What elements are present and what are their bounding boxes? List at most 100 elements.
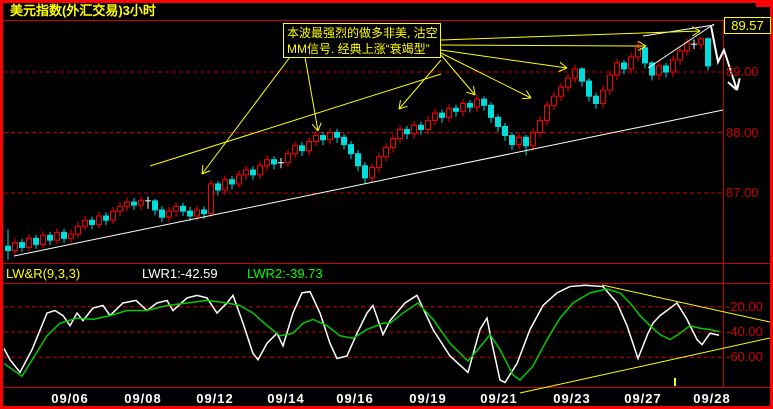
price-level-label: 88.00 <box>726 124 759 140</box>
projection-down-arrow <box>736 78 741 91</box>
candle-body <box>404 128 410 135</box>
trendline <box>13 109 724 257</box>
candle-body <box>117 205 123 212</box>
candle-body <box>390 138 396 149</box>
indicator-wedge-upper <box>601 284 771 323</box>
candle-body <box>628 56 634 70</box>
time-axis-label[interactable]: 09/16 <box>336 391 374 406</box>
candle-body <box>383 147 389 158</box>
wedge-upper-line <box>642 24 715 37</box>
candle-body <box>411 124 417 135</box>
price-level-label: 87.00 <box>726 185 759 200</box>
candle-body <box>397 128 403 140</box>
candle-body <box>558 86 564 97</box>
candle-body <box>474 98 480 108</box>
candle-body <box>530 132 536 147</box>
candle-body <box>446 107 452 118</box>
annotation-arrow <box>311 123 319 132</box>
candle-body <box>152 200 158 211</box>
candle-body <box>159 209 165 218</box>
candle-body <box>600 89 606 104</box>
candle-body <box>194 209 200 217</box>
candle-body <box>635 47 641 58</box>
candle-body <box>607 74 613 91</box>
time-axis-label[interactable]: 09/27 <box>624 391 662 406</box>
candle-body <box>208 183 214 215</box>
annotation-arrow <box>638 45 647 52</box>
annotation-arrow <box>521 97 532 100</box>
candle-body <box>222 179 228 191</box>
time-axis-label[interactable]: 09/23 <box>553 391 591 406</box>
wedge-lower-line <box>647 23 715 69</box>
time-axis-label[interactable]: 09/08 <box>124 391 162 406</box>
projection-down-arrow <box>727 81 738 91</box>
annotation-arrow <box>525 90 532 99</box>
annotation-arrow <box>638 40 647 47</box>
candle-body <box>544 104 550 121</box>
candle-body <box>229 179 235 185</box>
candle-body <box>705 38 711 67</box>
annotation-arrow <box>558 67 568 72</box>
candle-body <box>621 62 627 70</box>
annotation-arrow <box>317 122 322 132</box>
annotation-arrow <box>201 170 211 175</box>
time-axis-label[interactable]: 09/21 <box>480 391 518 406</box>
candle-body <box>509 135 515 146</box>
candle-body <box>677 50 683 61</box>
candle-body <box>572 68 578 79</box>
candle-body <box>495 116 501 127</box>
price-level-label: 89.00 <box>726 64 759 79</box>
candle-body <box>215 183 221 191</box>
candle-body <box>313 135 319 143</box>
candle-body <box>250 169 256 176</box>
candle-body <box>425 119 431 130</box>
indicator-level-label: -20.00 <box>726 298 763 314</box>
candle-body <box>327 132 333 141</box>
candle-body <box>82 219 88 227</box>
candle-body <box>292 145 298 155</box>
time-axis-label[interactable]: 09/14 <box>267 391 305 406</box>
current-price-tag: 89.57 <box>724 17 771 34</box>
annotation-arrow <box>559 61 568 69</box>
indicator-name-label[interactable]: LW&R(9,3,3) <box>6 266 81 281</box>
indicator-lwr1-value: LWR1:-42.59 <box>142 266 218 281</box>
candle-body <box>649 62 655 76</box>
annotation-arrow <box>398 59 442 110</box>
annotation-arrow <box>398 105 408 110</box>
time-axis-label[interactable]: 09/19 <box>409 391 447 406</box>
annotation-arrow <box>201 56 291 175</box>
candle-body <box>124 201 130 207</box>
candle-body <box>96 215 102 225</box>
candle-body <box>565 77 571 88</box>
candle-body <box>103 215 109 221</box>
time-axis-label[interactable]: 09/28 <box>693 391 731 406</box>
indicator-level-label: -40.00 <box>726 324 763 339</box>
candle-body <box>68 233 74 239</box>
candle-body <box>19 242 25 248</box>
channel-line <box>149 73 442 167</box>
annotation-arrow <box>440 54 476 96</box>
candle-body <box>61 231 67 239</box>
indicator-level-label: -60.00 <box>726 349 763 365</box>
candle-body <box>12 242 18 251</box>
candle-body <box>75 225 81 235</box>
candle-body <box>236 174 242 185</box>
indicator-lwr2-value: LWR2:-39.73 <box>247 266 323 281</box>
annotation-arrow <box>440 49 568 69</box>
time-axis-label[interactable]: 09/06 <box>51 391 89 406</box>
lwr1-line <box>3 284 720 384</box>
annotation-arrow <box>440 30 701 41</box>
candle-body <box>488 104 494 118</box>
candle-body <box>243 169 249 176</box>
annotation-arrow <box>304 56 319 132</box>
candle-body <box>369 167 375 179</box>
candle-body <box>173 205 179 212</box>
candle-body <box>131 201 137 206</box>
annotation-arrow <box>692 30 701 37</box>
candle-body <box>663 65 669 73</box>
candle-body <box>642 47 648 64</box>
time-axis-label[interactable]: 09/12 <box>196 391 234 406</box>
candle-body <box>187 210 193 217</box>
